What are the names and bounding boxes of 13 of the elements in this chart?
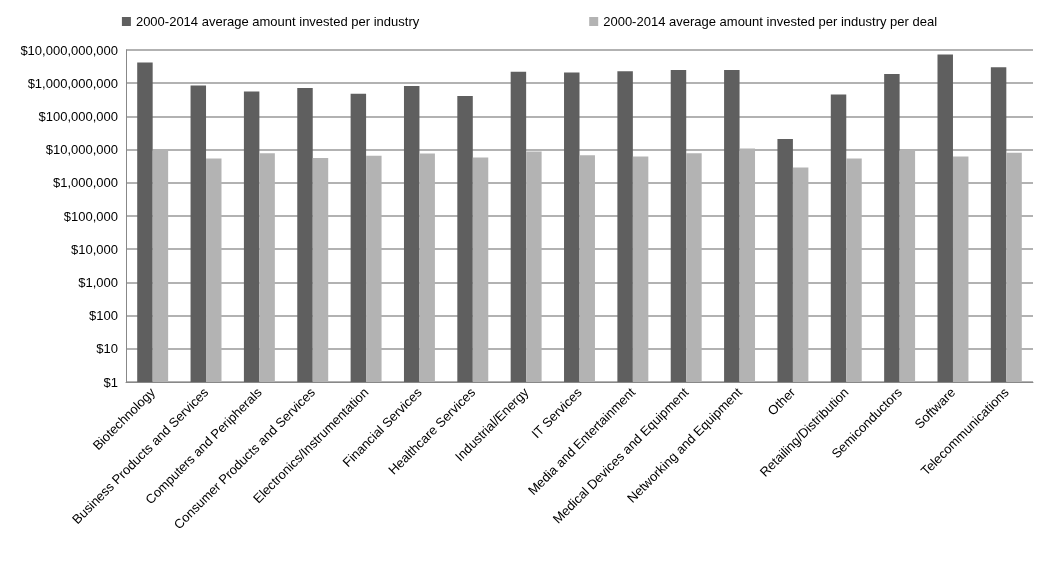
legend-label: 2000-2014 average amount invested per industry (135, 14, 420, 29)
y-tick-label: $100,000 (63, 208, 118, 224)
y-tick-label: $10,000 (71, 241, 118, 257)
y-tick-label: $10,000,000 (45, 142, 118, 158)
y-tick-label: $1,000 (78, 274, 118, 290)
y-tick-label: $10,000,000,000 (20, 42, 118, 58)
y-tick-label: $1,000,000 (52, 175, 118, 191)
y-tick-label: $1 (103, 374, 118, 390)
y-tick-label: $100 (89, 308, 118, 324)
y-tick-label: $10 (96, 341, 118, 357)
legend-label: 2000-2014 average amount invested per industry per deal (603, 14, 938, 29)
y-tick-label: $100,000,000 (38, 108, 118, 124)
y-tick-label: $1,000,000,000 (27, 75, 118, 91)
